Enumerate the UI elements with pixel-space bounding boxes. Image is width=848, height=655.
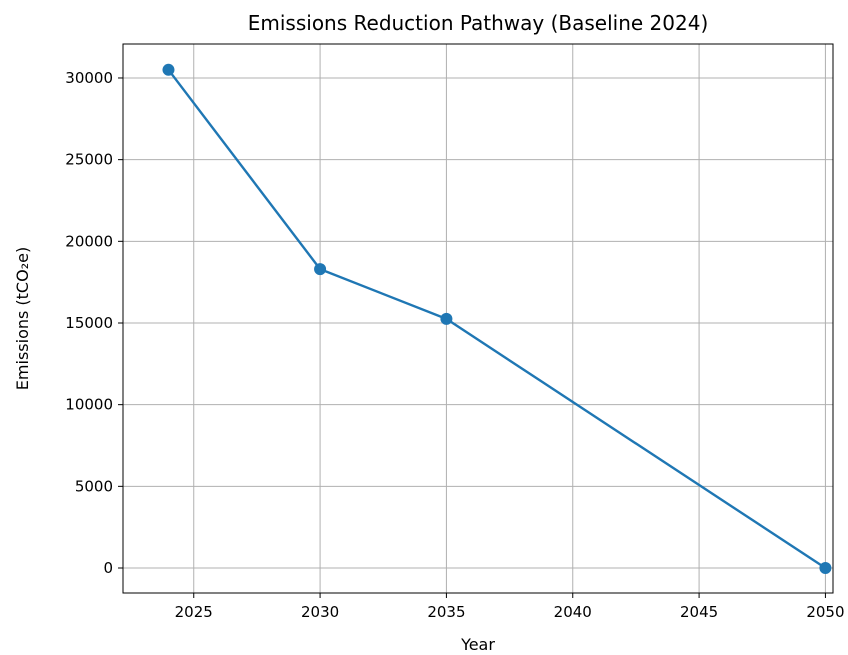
y-tick-label: 25000: [65, 151, 113, 169]
y-tick-label: 20000: [65, 232, 113, 250]
data-point: [819, 562, 832, 575]
plot-frame: [122, 43, 834, 594]
x-tick-label: 2045: [680, 603, 718, 621]
x-tick-label: 2050: [806, 603, 844, 621]
x-tick-label: 2030: [301, 603, 339, 621]
x-tick-label: 2025: [175, 603, 213, 621]
y-tick-label: 0: [103, 559, 113, 577]
y-tick-label: 15000: [65, 314, 113, 332]
grid: [123, 44, 833, 593]
series-layer: [162, 63, 832, 575]
series-line: [167, 69, 827, 570]
y-tick-label: 5000: [75, 477, 113, 495]
y-tick-label: 10000: [65, 396, 113, 414]
x-tick-label: 2040: [554, 603, 592, 621]
x-axis-label: Year: [460, 635, 495, 654]
y-axis-label: Emissions (tCO₂e): [13, 247, 32, 390]
y-tick-label: 30000: [65, 69, 113, 87]
ticks: 2025 2030 2035 2040 2045 2050 0 5000 10000 15000 2…: [65, 69, 844, 621]
data-point: [440, 312, 453, 325]
data-point: [314, 263, 327, 276]
data-point: [162, 63, 175, 76]
chart-title: Emissions Reduction Pathway (Baseline 20…: [248, 11, 709, 35]
x-tick-label: 2035: [427, 603, 465, 621]
